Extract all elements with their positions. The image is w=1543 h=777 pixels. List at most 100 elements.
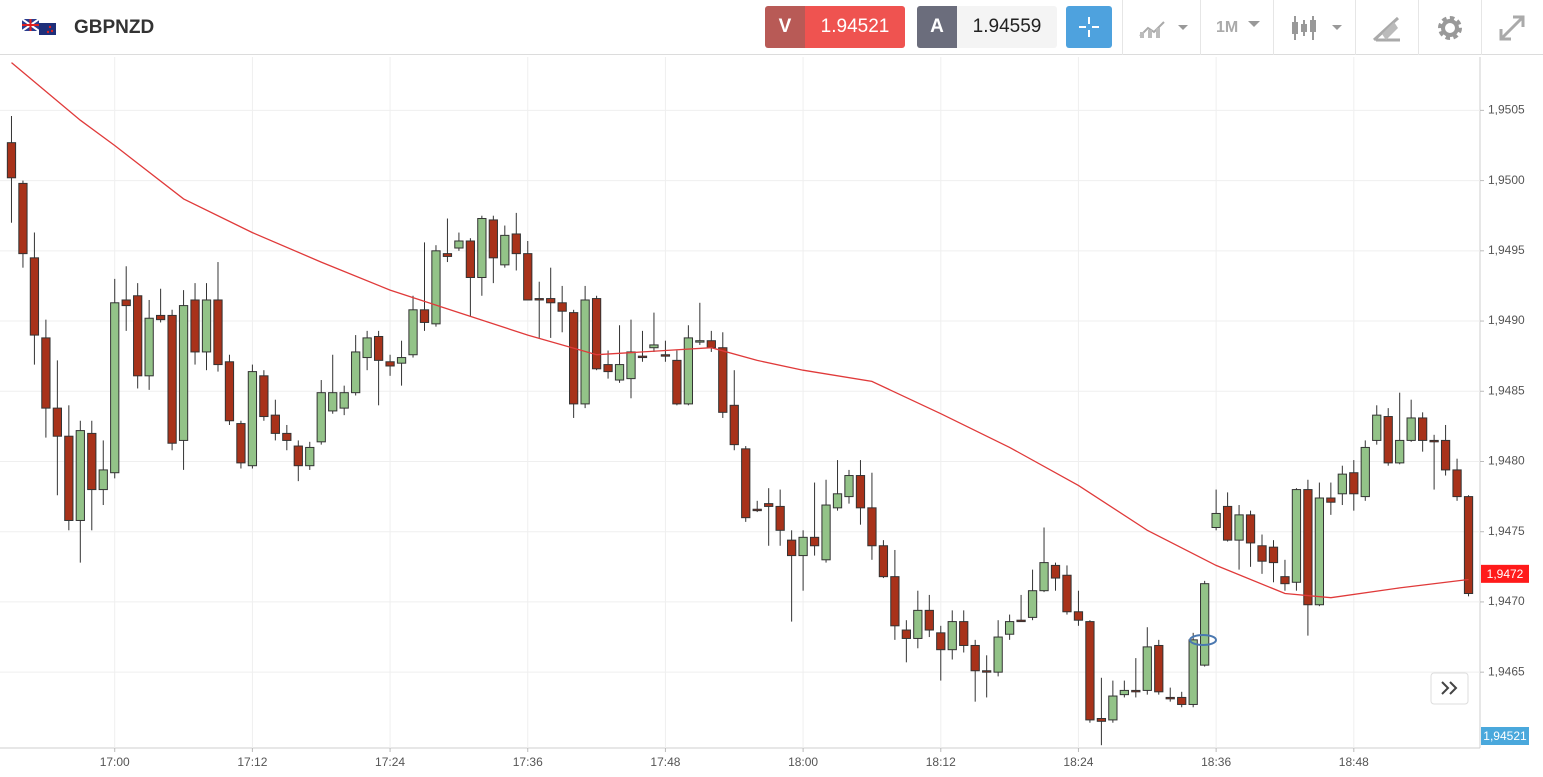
candle-body <box>1211 512 1221 528</box>
candle-body <box>18 182 28 255</box>
candle-body <box>741 448 751 519</box>
candle-body <box>1245 514 1256 544</box>
candle-body <box>924 609 934 631</box>
candle-body <box>649 344 659 349</box>
candle-body <box>247 371 258 467</box>
buy-label[interactable]: A <box>917 6 957 48</box>
candle-body <box>832 493 843 509</box>
moving-average-line <box>11 62 1469 599</box>
candle-body <box>855 475 866 509</box>
candle-body <box>1440 439 1451 471</box>
candle-body <box>511 233 521 255</box>
candle-body <box>523 253 533 301</box>
price-tag <box>1481 564 1529 583</box>
candle-body <box>201 299 212 353</box>
candle-body <box>637 355 648 359</box>
drawing-button[interactable] <box>1372 14 1402 42</box>
candle-body <box>477 218 487 279</box>
chart-type-button[interactable] <box>1138 16 1190 40</box>
candle-body <box>936 632 946 651</box>
candle-body <box>178 305 189 441</box>
candle-body <box>591 298 602 370</box>
candle-body <box>121 299 131 307</box>
y-tick-label: 1,9485 <box>1488 383 1525 397</box>
x-tick-label: 17:48 <box>650 755 680 769</box>
x-tick-label: 17:00 <box>100 755 130 769</box>
timeframe-caret <box>1248 21 1260 27</box>
sell-price[interactable]: 1.94521 <box>805 6 905 48</box>
candle-body <box>1452 469 1462 498</box>
candle-body <box>569 312 579 405</box>
y-tick-label: 1,9480 <box>1488 454 1525 468</box>
candle-body <box>1073 611 1084 621</box>
candle-body <box>1039 562 1049 592</box>
candle-body <box>6 142 17 179</box>
candle-body <box>1177 696 1187 705</box>
candle-body <box>87 432 97 491</box>
candle-body <box>614 364 625 381</box>
x-tick-label: 18:36 <box>1201 755 1231 769</box>
candle-body <box>534 298 544 301</box>
candle-body <box>993 636 1003 673</box>
y-tick-label: 1,9500 <box>1488 173 1525 187</box>
candle-body <box>236 423 246 464</box>
candle-body <box>442 253 453 257</box>
candle-body <box>488 219 498 259</box>
sell-label[interactable]: V <box>765 6 805 48</box>
marker-ellipse <box>1189 634 1217 646</box>
candle-body <box>29 257 40 336</box>
candle-body <box>867 507 877 547</box>
candle-body <box>1142 646 1152 691</box>
x-tick-label: 17:24 <box>375 755 405 769</box>
buy-price[interactable]: 1.94559 <box>957 6 1057 48</box>
flag-icon <box>22 19 56 35</box>
candle-body <box>695 340 705 343</box>
candle-body <box>913 609 923 639</box>
price-tag-label: 1,94521 <box>1483 729 1527 743</box>
candle-body <box>270 414 280 434</box>
candle-type-button[interactable] <box>1290 14 1344 42</box>
candle-body <box>385 361 395 367</box>
fullscreen-button[interactable] <box>1497 13 1527 43</box>
candle-body <box>947 621 957 651</box>
candle-body <box>1154 644 1164 693</box>
candle-body <box>1372 414 1382 441</box>
candle-body <box>419 309 430 323</box>
candle-body <box>1004 621 1015 635</box>
candle-body <box>454 240 464 249</box>
candle-body <box>546 298 556 304</box>
candle-body <box>752 508 762 512</box>
candle-body <box>316 392 326 443</box>
candle-body <box>1027 590 1038 618</box>
candle-body <box>75 430 85 521</box>
candle-body <box>1222 505 1233 541</box>
candle-body <box>672 359 682 405</box>
candle-body <box>878 545 889 578</box>
x-tick-label: 17:36 <box>513 755 543 769</box>
candle-body <box>1303 489 1313 606</box>
candle-body <box>821 504 831 561</box>
symbol: GBPNZD <box>74 16 155 38</box>
candle-body <box>775 505 785 531</box>
candle-body <box>328 392 338 412</box>
candle-body <box>1062 574 1072 613</box>
candle-body <box>844 475 854 498</box>
candle-body <box>1291 489 1302 583</box>
crosshair-button[interactable] <box>1066 6 1112 48</box>
plot <box>0 57 1480 748</box>
y-tick-label: 1,9470 <box>1488 594 1525 608</box>
candle-body <box>1360 446 1370 498</box>
scroll-button[interactable] <box>1430 672 1469 705</box>
candle-body <box>1314 497 1325 606</box>
candle-body <box>282 432 292 441</box>
x-tick-label: 18:00 <box>788 755 818 769</box>
candle-body <box>626 351 636 380</box>
timeframe[interactable]: 1M <box>1216 18 1239 36</box>
candle-body <box>351 351 361 394</box>
candle-body <box>706 340 716 349</box>
candle-body <box>373 335 384 361</box>
candle-body <box>798 536 808 557</box>
settings-button[interactable] <box>1435 13 1465 43</box>
candle-body <box>1326 497 1336 503</box>
candle-body <box>396 357 407 364</box>
